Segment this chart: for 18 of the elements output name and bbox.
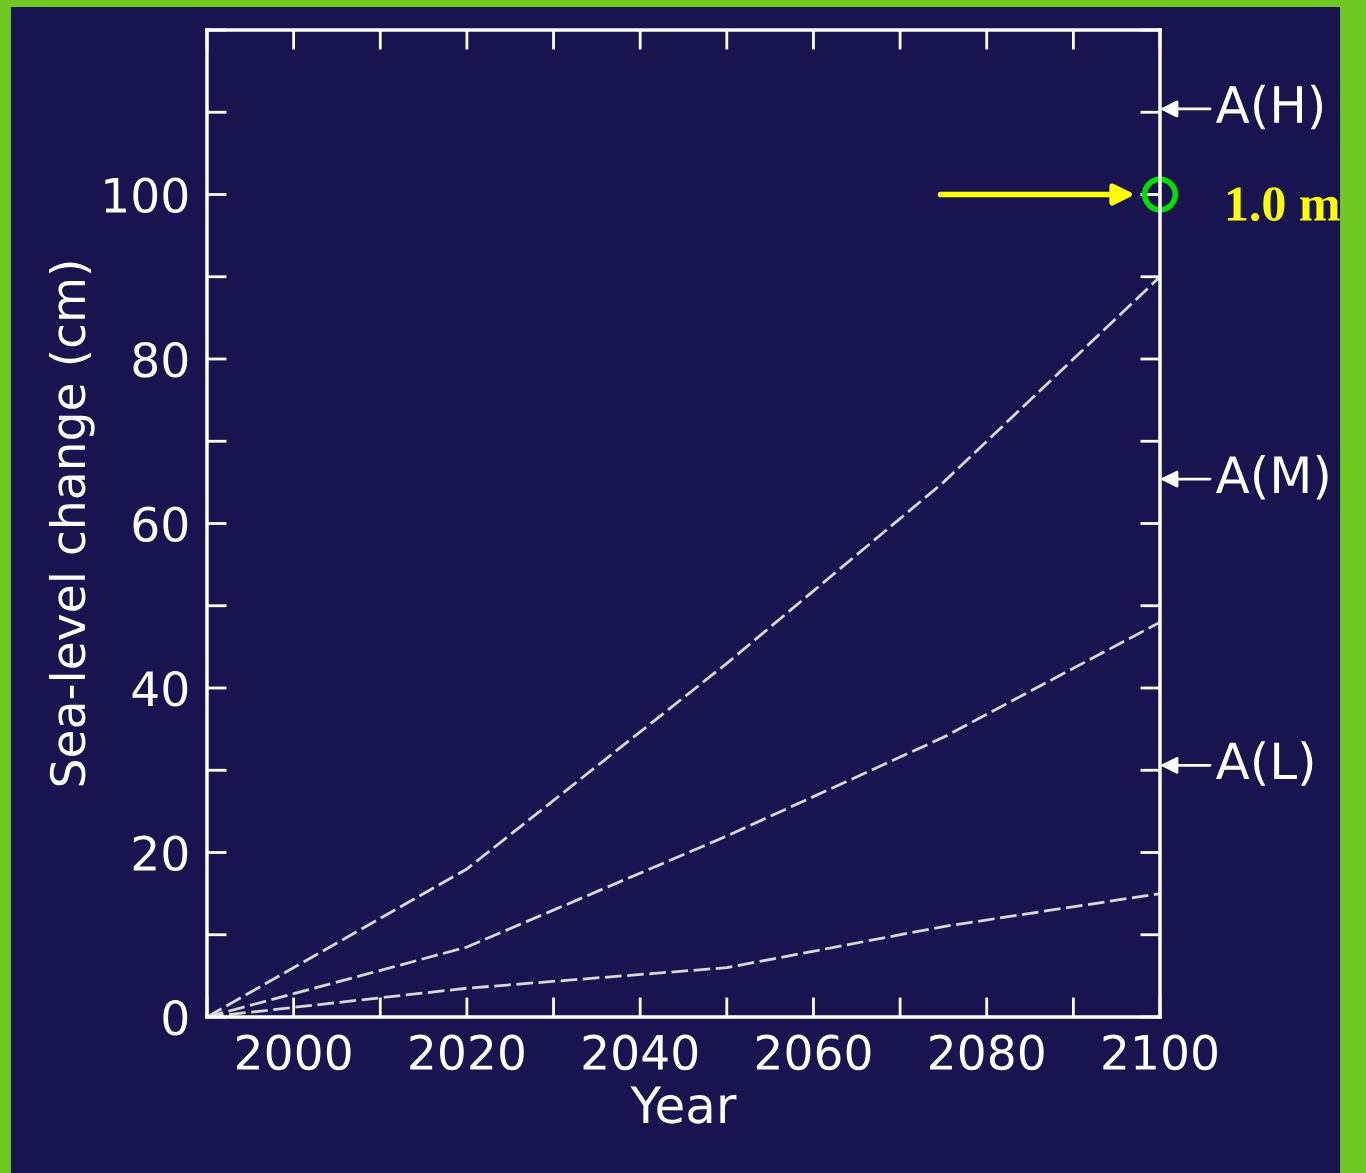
- x-tick-label: 2000: [237, 1034, 351, 1071]
- y-tick-label: 60: [133, 506, 188, 543]
- x-axis-title: Year: [630, 1086, 737, 1124]
- annotation: 1.0 m: [1227, 187, 1340, 222]
- x-tick-label: 2100: [1103, 1034, 1217, 1071]
- x-tick-label: 2020: [410, 1034, 524, 1071]
- x-tick-label: 2080: [930, 1034, 1044, 1071]
- x-tick-label: 2060: [756, 1034, 871, 1071]
- y-axis-title: Sea-level change (cm): [48, 262, 95, 786]
- y-tick-label: 100: [105, 177, 188, 214]
- text: A(M): [1215, 454, 1328, 500]
- x-tick-label: 2040: [583, 1034, 698, 1071]
- text: A(H): [1215, 84, 1323, 130]
- y-tick-label: 0: [163, 999, 188, 1036]
- text: A(L): [1215, 741, 1313, 786]
- y-tick-label: 40: [132, 670, 188, 707]
- y-tick-label: 80: [133, 341, 188, 378]
- y-tick-label: 20: [133, 835, 188, 872]
